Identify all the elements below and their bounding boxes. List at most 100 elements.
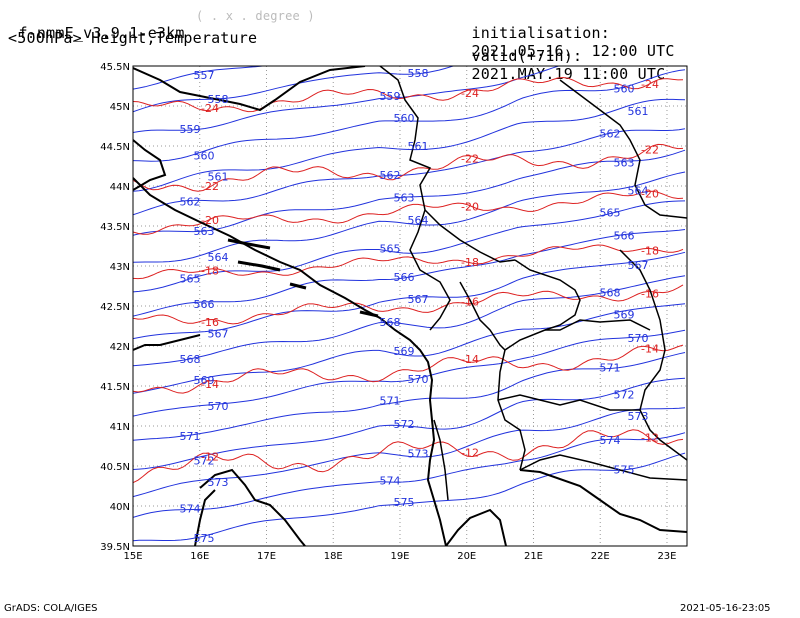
lat-label-44.5N: 44.5N	[100, 142, 130, 153]
height-contour-570	[133, 329, 686, 417]
temperature-contour--16	[133, 284, 684, 325]
latitude-labels: 45.5N 45N 44.5N 44N 43.5N 43N 42.5N 42N 41.5N 41N…	[100, 62, 130, 553]
model-name: f-nmmE_v3.9.1-e3km	[18, 24, 185, 42]
lat-label-43.5N: 43.5N	[100, 222, 130, 233]
height-label: 565	[380, 242, 401, 255]
height-label: 572	[614, 388, 635, 401]
lat-label-43N: 43N	[110, 262, 130, 273]
temperature-label: -24	[641, 78, 659, 91]
height-label: 575	[394, 496, 415, 509]
temperature-contour--24	[133, 76, 684, 113]
height-label: 574	[380, 475, 401, 488]
height-label: 562	[600, 128, 621, 141]
lon-label-23E: 23E	[657, 551, 676, 562]
height-label: 558	[408, 67, 429, 80]
lat-label-41.5N: 41.5N	[100, 382, 130, 393]
temperature-contour-labels: -24 -24 -24 -22 -22 -22 -20 -20 -20 -18 -18 -18 -16 -…	[201, 78, 659, 464]
height-label: 573	[208, 476, 229, 489]
height-contour-557	[133, 66, 267, 90]
height-label: 565	[600, 207, 621, 220]
height-label: 564	[208, 251, 229, 264]
height-label: 563	[614, 156, 635, 169]
height-label: 569	[194, 374, 215, 387]
lat-label-40.5N: 40.5N	[100, 462, 130, 473]
temperature-label: -12	[201, 451, 219, 464]
temperature-label: -24	[461, 87, 479, 100]
lat-label-44N: 44N	[110, 182, 130, 193]
lat-label-40N: 40N	[110, 502, 130, 513]
height-label: 569	[614, 308, 635, 321]
temperature-label: -20	[641, 188, 659, 201]
lat-label-45N: 45N	[110, 102, 130, 113]
model-title: f-nmmE_v3.9.1-e3km	[0, 6, 185, 42]
height-label: 571	[380, 395, 401, 408]
temperature-label: -16	[201, 316, 219, 329]
height-label: 563	[394, 192, 415, 205]
height-label: 564	[408, 214, 429, 227]
height-label: 572	[394, 418, 415, 431]
temperature-label: -20	[201, 214, 219, 227]
height-contour-562	[133, 128, 686, 216]
height-label: 562	[380, 169, 401, 182]
credit: GrADS: COLA/IGES	[4, 603, 98, 614]
lat-label-41N: 41N	[110, 422, 130, 433]
height-label: 558	[208, 93, 229, 106]
temperature-contour--14	[133, 344, 684, 394]
height-contour-558	[133, 66, 456, 113]
height-label: 568	[380, 316, 401, 329]
lon-label-19E: 19E	[390, 551, 409, 562]
temperature-label: -20	[461, 200, 479, 213]
height-label: 569	[394, 345, 415, 358]
height-label: 564	[628, 185, 649, 198]
height-contour-569	[133, 303, 686, 394]
temperature-contour--12	[133, 429, 684, 484]
height-contour-573	[133, 407, 686, 498]
height-label: 559	[180, 123, 201, 136]
height-label: 570	[628, 332, 649, 345]
height-label: 566	[614, 230, 635, 243]
height-contour-571	[133, 352, 686, 441]
height-label: 561	[208, 171, 229, 184]
temperature-contours	[133, 76, 684, 484]
height-label: 571	[600, 361, 621, 374]
height-label: 568	[180, 353, 201, 366]
map-frame	[132, 65, 688, 547]
height-contours	[133, 0, 686, 542]
height-label: 561	[408, 140, 429, 153]
height-label: 560	[394, 112, 415, 125]
temperature-label: -18	[641, 245, 659, 258]
height-label: 566	[394, 271, 415, 284]
temperature-label: -16	[461, 296, 479, 309]
height-contour-labels: 557 558 558 559 559 560 560 560 561 561 561 562 562 5…	[180, 67, 649, 545]
height-contour-561	[133, 98, 686, 192]
height-label: 560	[614, 83, 635, 96]
temperature-label: -12	[461, 446, 479, 459]
temperature-label: -18	[201, 265, 219, 278]
temperature-label: -18	[461, 256, 479, 269]
height-contour-575	[133, 452, 686, 542]
temperature-label: -24	[201, 102, 219, 115]
height-label: 575	[194, 532, 215, 545]
temperature-contour--20	[133, 190, 684, 235]
temperature-label: -12	[641, 431, 659, 444]
height-label: 559	[380, 90, 401, 103]
height-label: 572	[194, 454, 215, 467]
projection-note: ( . x . degree )	[196, 9, 315, 23]
height-label: 566	[194, 298, 215, 311]
init-label: initialisation:	[471, 24, 610, 42]
height-contour-556	[133, 0, 685, 60]
lat-label-42N: 42N	[110, 342, 130, 353]
lon-label-17E: 17E	[257, 551, 276, 562]
height-label: 560	[194, 149, 215, 162]
init-value: 2021.05.16. 12:00 UTC	[471, 42, 675, 60]
height-label: 561	[628, 105, 649, 118]
longitude-labels: 15E 16E 17E 18E 19E 20E 21E 22E 23E	[123, 551, 676, 562]
temperature-label: -22	[461, 152, 479, 165]
height-contour-568	[133, 275, 686, 367]
temperature-contour--22	[133, 143, 684, 192]
lon-label-21E: 21E	[524, 551, 543, 562]
lon-label-16E: 16E	[190, 551, 209, 562]
height-label: 567	[408, 293, 429, 306]
borders	[379, 66, 687, 501]
